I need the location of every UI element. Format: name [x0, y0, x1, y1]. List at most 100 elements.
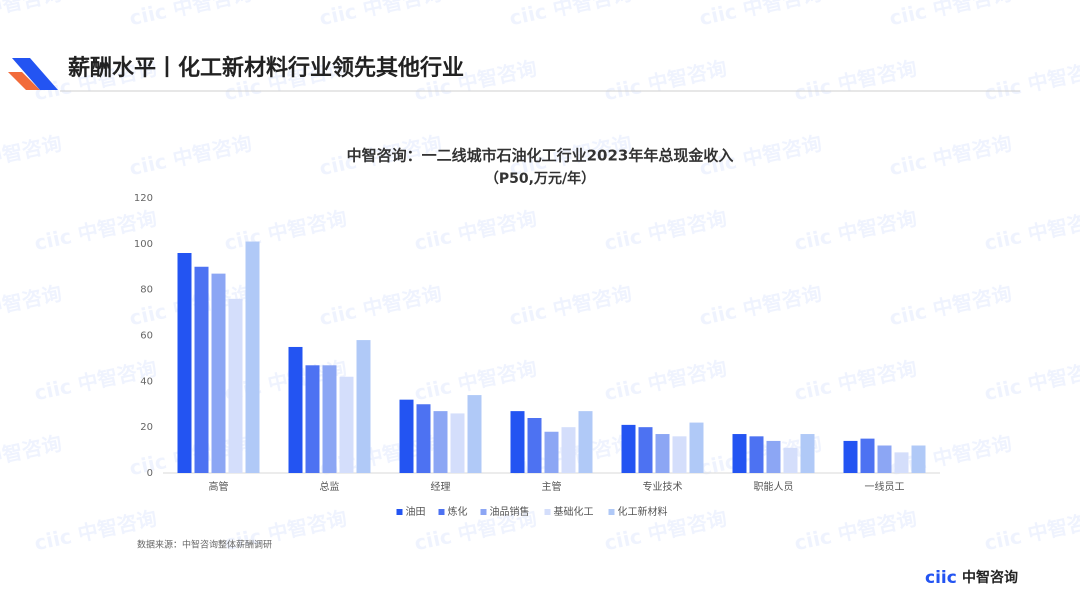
- watermark: ciic 中智咨询: [697, 0, 824, 30]
- bar: [450, 413, 465, 473]
- watermark: ciic 中智咨询: [602, 56, 729, 105]
- bar: [911, 445, 926, 473]
- watermark: ciic 中智咨询: [697, 281, 824, 330]
- slide-title: 薪酬水平丨化工新材料行业领先其他行业: [68, 55, 464, 81]
- bar: [783, 447, 798, 473]
- y-tick-label: 100: [134, 239, 153, 250]
- watermark: ciic 中智咨询: [792, 356, 919, 405]
- watermark: ciic 中智咨询: [792, 506, 919, 555]
- watermark: ciic 中智咨询: [0, 281, 64, 330]
- bar: [177, 253, 192, 473]
- watermark: ciic 中智咨询: [982, 506, 1080, 555]
- legend-label: 炼化: [448, 505, 468, 518]
- bar: [689, 422, 704, 473]
- bar: [561, 427, 576, 473]
- chart-subtitle: （P50,万元/年）: [485, 170, 595, 187]
- y-tick-label: 120: [134, 193, 153, 204]
- bar: [194, 266, 209, 473]
- watermark: ciic 中智咨询: [982, 56, 1080, 105]
- bar: [621, 424, 636, 473]
- source: 数据来源：中智咨询整体薪酬调研: [137, 539, 272, 551]
- logo-icon: [8, 72, 40, 90]
- watermark: ciic 中智咨询: [887, 131, 1014, 180]
- watermark: ciic 中智咨询: [792, 206, 919, 255]
- watermark: ciic 中智咨询: [507, 281, 634, 330]
- x-tick-label: 职能人员: [754, 480, 794, 493]
- bar: [399, 399, 414, 473]
- watermark: ciic 中智咨询: [887, 281, 1014, 330]
- watermark: ciic 中智咨询: [887, 0, 1014, 30]
- watermark: ciic 中智咨询: [222, 206, 349, 255]
- legend-swatch: [396, 509, 403, 515]
- bar: [800, 434, 815, 473]
- bar: [288, 346, 303, 473]
- bar: [638, 427, 653, 473]
- watermark: ciic 中智咨询: [1077, 131, 1080, 180]
- bar: [672, 436, 687, 473]
- x-tick-label: 主管: [542, 480, 562, 493]
- legend-swatch: [608, 509, 615, 515]
- chart-title: 中智咨询：一二线城市石油化工行业2023年年总现金收入: [347, 147, 734, 165]
- bar: [245, 241, 260, 473]
- logo-icon: [12, 58, 58, 90]
- legend-label: 化工新材料: [618, 505, 668, 518]
- bar: [356, 340, 371, 473]
- watermark: ciic 中智咨询: [507, 0, 634, 30]
- bar: [467, 395, 482, 473]
- watermark: ciic 中智咨询: [1077, 0, 1080, 30]
- y-tick-label: 80: [140, 285, 153, 296]
- bar: [655, 434, 670, 473]
- bar: [860, 438, 875, 473]
- bar: [877, 445, 892, 473]
- bar: [339, 376, 354, 473]
- watermark: ciic 中智咨询: [412, 206, 539, 255]
- watermark: ciic 中智咨询: [1077, 281, 1080, 330]
- watermark: ciic 中智咨询: [0, 431, 64, 480]
- bar: [749, 436, 764, 473]
- watermark: ciic 中智咨询: [602, 206, 729, 255]
- bar: [228, 298, 243, 473]
- x-tick-label: 一线员工: [865, 480, 905, 493]
- legend-label: 油品销售: [490, 505, 530, 518]
- watermark: ciic 中智咨询: [1077, 431, 1080, 480]
- bar: [732, 434, 747, 473]
- y-tick-label: 60: [140, 331, 153, 342]
- legend-swatch: [438, 509, 445, 515]
- bar: [843, 440, 858, 473]
- watermark: ciic 中智咨询: [317, 281, 444, 330]
- bar: [766, 440, 781, 473]
- bar: [211, 273, 226, 473]
- watermark: ciic 中智咨询: [127, 0, 254, 30]
- y-tick-label: 40: [140, 376, 153, 387]
- x-tick-label: 专业技术: [643, 480, 683, 493]
- watermark: ciic 中智咨询: [317, 0, 444, 30]
- y-tick-label: 0: [147, 468, 153, 479]
- bar: [894, 452, 909, 473]
- watermark: ciic 中智咨询: [982, 206, 1080, 255]
- watermark: ciic 中智咨询: [982, 356, 1080, 405]
- bar: [544, 431, 559, 473]
- bar: [527, 418, 542, 473]
- watermark: ciic 中智咨询: [792, 56, 919, 105]
- legend-swatch: [480, 509, 487, 515]
- bar: [416, 404, 431, 473]
- legend-label: 基础化工: [554, 505, 594, 518]
- watermark: ciic 中智咨询: [0, 131, 64, 180]
- legend-label: 油田: [406, 505, 426, 518]
- y-tick-label: 20: [140, 422, 153, 433]
- x-tick-label: 经理: [431, 480, 451, 493]
- watermark: ciic 中智咨询: [127, 131, 254, 180]
- bar: [322, 365, 337, 473]
- logo-mark: ciic: [925, 568, 957, 588]
- bar: [578, 411, 593, 473]
- bar: [510, 411, 525, 473]
- x-tick-label: 总监: [320, 480, 340, 493]
- watermark: ciic 中智咨询: [0, 0, 64, 30]
- watermark: ciic 中智咨询: [602, 356, 729, 405]
- x-tick-label: 高管: [209, 480, 229, 493]
- bar: [433, 411, 448, 473]
- bar: [305, 365, 320, 473]
- legend-swatch: [544, 509, 551, 515]
